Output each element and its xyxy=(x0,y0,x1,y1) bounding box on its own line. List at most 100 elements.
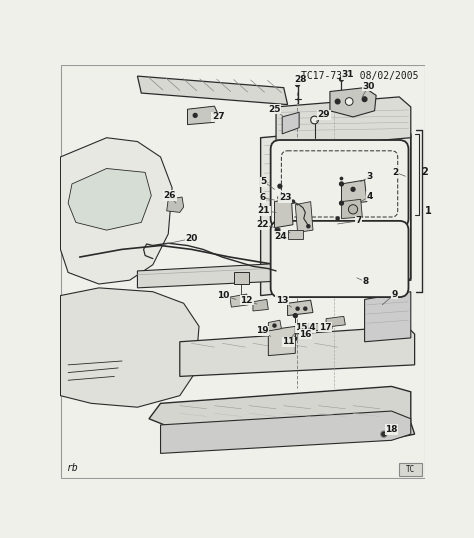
Circle shape xyxy=(278,196,282,200)
Circle shape xyxy=(296,307,299,310)
Text: 28: 28 xyxy=(294,75,307,84)
Text: 18: 18 xyxy=(385,425,398,434)
Polygon shape xyxy=(330,88,376,117)
Polygon shape xyxy=(341,180,367,204)
Text: 1: 1 xyxy=(425,206,431,216)
Text: 31: 31 xyxy=(341,70,354,79)
Polygon shape xyxy=(137,76,288,104)
Circle shape xyxy=(381,431,387,437)
Polygon shape xyxy=(68,168,151,230)
Text: 23: 23 xyxy=(279,193,292,202)
Bar xyxy=(399,463,422,476)
Text: 15: 15 xyxy=(295,323,308,332)
Polygon shape xyxy=(180,327,415,377)
Text: 5: 5 xyxy=(261,177,267,186)
Circle shape xyxy=(311,325,315,328)
Polygon shape xyxy=(149,386,415,440)
Polygon shape xyxy=(282,112,299,134)
Circle shape xyxy=(292,200,294,203)
Text: 13: 13 xyxy=(276,296,289,305)
Circle shape xyxy=(339,182,343,186)
Circle shape xyxy=(336,217,339,220)
Text: 30: 30 xyxy=(362,82,374,90)
Circle shape xyxy=(193,114,197,117)
FancyBboxPatch shape xyxy=(282,151,398,217)
Circle shape xyxy=(346,98,353,105)
Text: 8: 8 xyxy=(362,277,368,286)
Circle shape xyxy=(339,201,343,205)
Polygon shape xyxy=(268,320,282,331)
Circle shape xyxy=(293,314,297,317)
Polygon shape xyxy=(274,199,293,228)
Text: 2: 2 xyxy=(392,168,399,177)
Bar xyxy=(234,272,249,284)
Text: TC17-733  08/02/2005: TC17-733 08/02/2005 xyxy=(301,70,419,81)
Circle shape xyxy=(340,178,343,180)
Polygon shape xyxy=(268,327,295,356)
Polygon shape xyxy=(188,106,219,125)
Text: 9: 9 xyxy=(392,289,398,299)
Text: 7: 7 xyxy=(355,216,362,225)
Circle shape xyxy=(275,228,280,232)
Text: 21: 21 xyxy=(257,207,270,215)
Polygon shape xyxy=(365,292,411,342)
Circle shape xyxy=(328,326,332,330)
Text: 20: 20 xyxy=(185,234,198,243)
FancyBboxPatch shape xyxy=(271,221,409,297)
Polygon shape xyxy=(61,288,199,407)
FancyBboxPatch shape xyxy=(271,140,409,228)
Text: 19: 19 xyxy=(256,327,268,336)
Text: 3: 3 xyxy=(367,173,373,181)
Circle shape xyxy=(362,97,367,102)
Bar xyxy=(237,271,248,279)
Polygon shape xyxy=(341,199,362,218)
Circle shape xyxy=(310,116,319,124)
Polygon shape xyxy=(167,197,183,213)
Bar xyxy=(288,230,303,239)
Text: 11: 11 xyxy=(282,337,295,346)
Text: 25: 25 xyxy=(268,105,281,114)
Polygon shape xyxy=(253,300,268,311)
Text: 22: 22 xyxy=(256,220,268,229)
Circle shape xyxy=(304,307,307,310)
Circle shape xyxy=(351,187,355,191)
Text: 4: 4 xyxy=(367,192,373,201)
Circle shape xyxy=(335,99,340,104)
Text: 14: 14 xyxy=(303,323,316,332)
Text: 16: 16 xyxy=(299,330,311,338)
Circle shape xyxy=(294,337,297,340)
Polygon shape xyxy=(161,411,411,454)
Bar xyxy=(307,322,319,330)
Bar xyxy=(207,271,218,279)
Circle shape xyxy=(296,83,300,87)
Text: 29: 29 xyxy=(318,110,330,119)
Text: 26: 26 xyxy=(164,191,176,200)
Circle shape xyxy=(307,225,310,228)
Polygon shape xyxy=(326,316,346,327)
Text: 24: 24 xyxy=(274,232,287,241)
Polygon shape xyxy=(230,294,248,307)
Text: rb: rb xyxy=(66,463,78,473)
Circle shape xyxy=(278,185,282,188)
Polygon shape xyxy=(261,126,411,295)
Bar xyxy=(268,271,279,279)
Polygon shape xyxy=(137,263,299,288)
Text: 2: 2 xyxy=(421,167,428,178)
Polygon shape xyxy=(61,138,172,284)
Bar xyxy=(176,271,187,279)
Text: 27: 27 xyxy=(212,112,225,122)
Bar xyxy=(319,324,328,330)
Circle shape xyxy=(339,77,343,81)
Circle shape xyxy=(348,204,358,214)
Circle shape xyxy=(273,324,276,327)
Text: 6: 6 xyxy=(259,193,265,202)
Polygon shape xyxy=(288,300,313,316)
Circle shape xyxy=(382,432,386,436)
Polygon shape xyxy=(295,202,313,232)
Text: TC: TC xyxy=(406,465,415,474)
Text: 17: 17 xyxy=(319,323,332,331)
Text: 12: 12 xyxy=(240,296,253,305)
Polygon shape xyxy=(276,97,411,149)
Circle shape xyxy=(308,329,310,332)
Text: 10: 10 xyxy=(218,291,230,300)
